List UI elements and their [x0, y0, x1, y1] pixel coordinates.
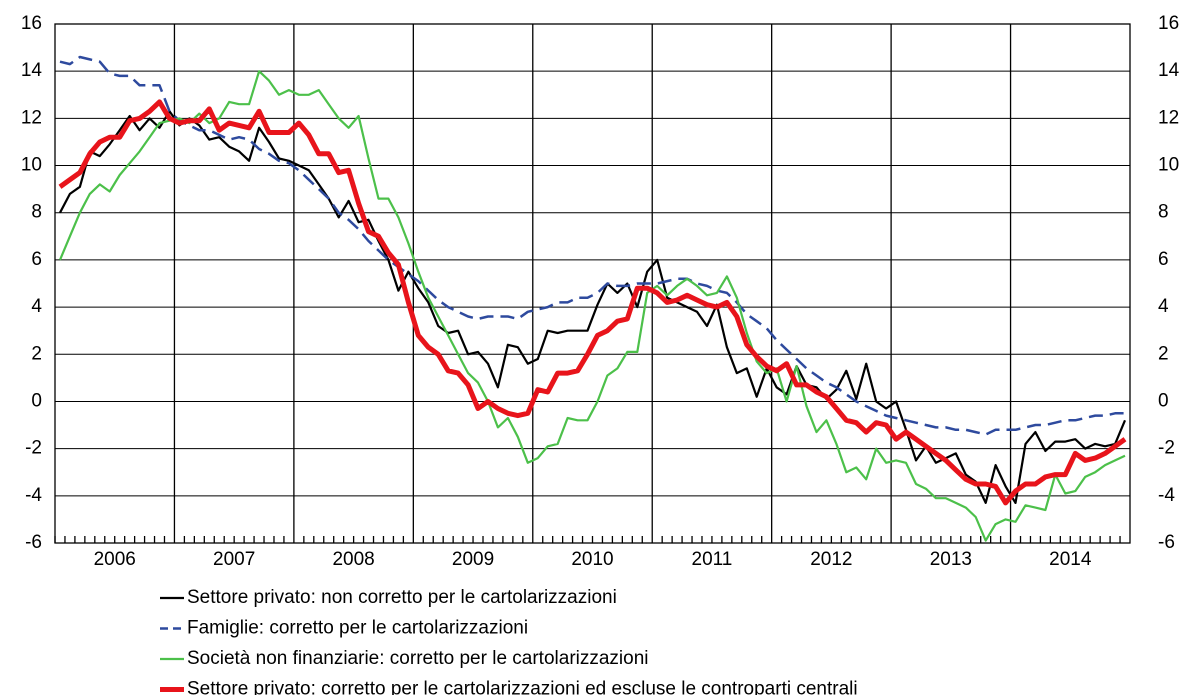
legend-label: Famiglie: corretto per le cartolarizzazi… — [187, 618, 528, 639]
series-line — [59, 110, 1127, 504]
y-tick-label: 4 — [31, 296, 42, 317]
y-tick-label: 14 — [21, 60, 43, 81]
y-tick-label: 6 — [31, 249, 42, 270]
y2-tick-label: 14 — [1158, 60, 1180, 81]
y2-tick-label: 16 — [1158, 13, 1179, 34]
x-tick-label: 2010 — [571, 549, 613, 570]
series-line — [58, 99, 1127, 506]
y-tick-label: 0 — [31, 390, 42, 411]
y2-tick-label: 4 — [1158, 296, 1169, 317]
y2-tick-label: 8 — [1158, 202, 1169, 223]
legend-label: Società non finanziarie: corretto per le… — [187, 648, 649, 669]
y2-tick-label: 6 — [1158, 249, 1169, 270]
legend-label: Settore privato: corretto per le cartola… — [187, 679, 858, 695]
series-line — [58, 70, 1126, 542]
y-tick-label: -6 — [25, 532, 42, 553]
x-tick-label: 2013 — [930, 549, 972, 570]
x-tick-label: 2006 — [94, 549, 136, 570]
y-tick-label: 2 — [31, 343, 42, 364]
x-tick-label: 2012 — [810, 549, 852, 570]
x-tick-label: 2008 — [332, 549, 374, 570]
x-tick-label: 2011 — [692, 549, 733, 570]
y-tick-label: 16 — [21, 13, 42, 34]
y-tick-label: 10 — [21, 155, 42, 176]
y-tick-label: -4 — [25, 485, 42, 506]
x-tick-label: 2009 — [452, 549, 494, 570]
series-line — [59, 55, 1125, 436]
plot-frame — [54, 23, 1131, 544]
y-tick-label: -2 — [25, 438, 42, 459]
y2-tick-label: 10 — [1158, 155, 1179, 176]
y-tick-label: 12 — [21, 107, 42, 128]
y2-tick-label: -4 — [1158, 485, 1175, 506]
y2-tick-label: -6 — [1158, 532, 1175, 553]
y2-tick-label: 12 — [1158, 107, 1179, 128]
y2-tick-label: 2 — [1158, 343, 1169, 364]
y2-tick-label: 0 — [1158, 390, 1169, 411]
y2-tick-label: -2 — [1158, 438, 1175, 459]
x-tick-label: 2007 — [213, 549, 255, 570]
y-tick-label: 8 — [31, 202, 42, 223]
legend-label: Settore privato: non corretto per le car… — [187, 587, 617, 608]
x-tick-label: 2014 — [1049, 549, 1092, 570]
